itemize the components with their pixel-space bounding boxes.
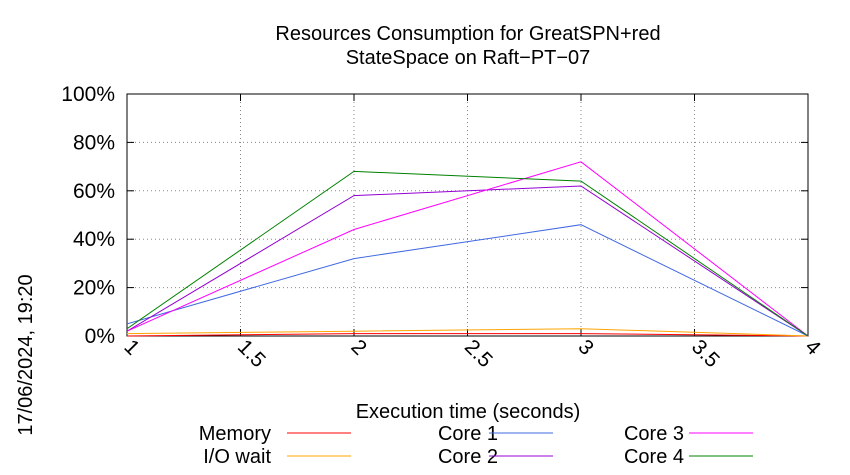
chart-title-line2: StateSpace on Raft−PT−07 [346, 47, 591, 69]
plot-border [126, 93, 809, 337]
legend-label-core-3: Core 3 [624, 423, 684, 445]
legend-label-core-1: Core 1 [438, 423, 498, 445]
tick-labels: 0% 20% 40% 60% 80% 100% 1 1.5 2 2.5 3 3.5 4 [61, 83, 825, 372]
y-tick-label: 60% [73, 180, 115, 203]
x-tick-label: 3 [573, 335, 598, 360]
legend-label-core-4: Core 4 [624, 446, 684, 468]
x-axis-label: Execution time (seconds) [356, 401, 581, 423]
timestamp-label: 17/06/2024, 19:20 [15, 274, 37, 435]
y-tick-label: 0% [85, 325, 115, 348]
series-line-core-1 [126, 224, 809, 337]
series-line-memory [126, 333, 809, 337]
series-line-core-2 [126, 185, 809, 337]
series-line-i-o-wait [126, 328, 809, 337]
grid [127, 94, 808, 336]
x-tick-label: 1 [119, 335, 144, 360]
legend-label-i-o-wait: I/O wait [203, 446, 271, 468]
y-tick-label: 100% [61, 83, 115, 106]
x-tick-label: 2 [346, 335, 371, 360]
series-line-core-4 [126, 170, 809, 337]
x-tick-label: 1.5 [233, 335, 270, 372]
y-tick-label: 80% [73, 131, 115, 154]
series-line-core-3 [126, 161, 809, 337]
legend-label-core-2: Core 2 [438, 446, 498, 468]
legend-label-memory: Memory [199, 423, 271, 445]
y-tick-label: 40% [73, 228, 115, 251]
x-tick-label: 2.5 [460, 335, 497, 372]
y-tick-label: 20% [73, 277, 115, 300]
x-tick-label: 3.5 [687, 335, 724, 372]
x-tick-label: 4 [800, 335, 825, 360]
series-lines [126, 161, 809, 337]
chart-title-line1: Resources Consumption for GreatSPN+red [275, 23, 660, 45]
